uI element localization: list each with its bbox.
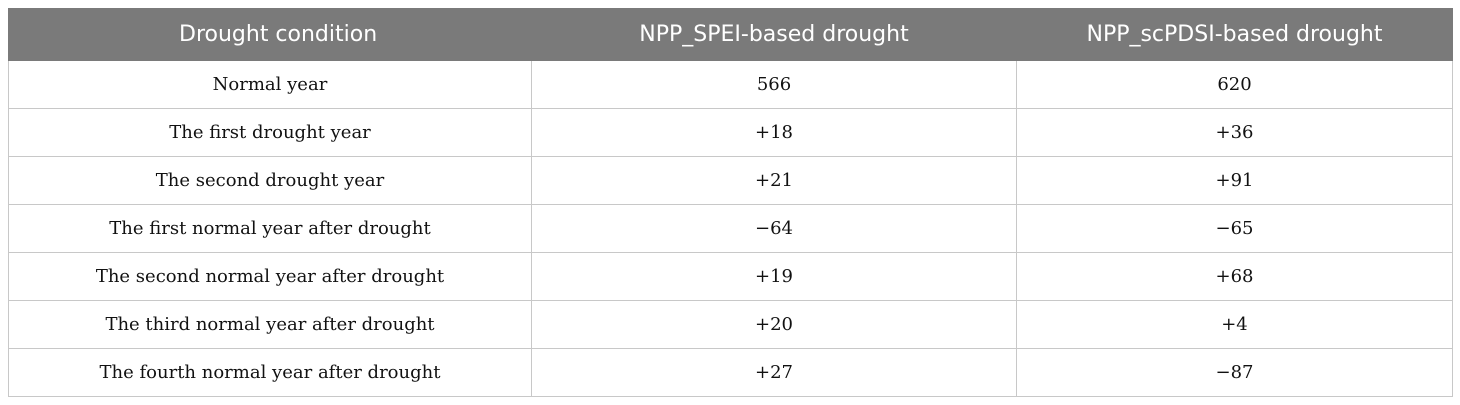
table-header: Drought condition NPP_SPEI-based drought… — [8, 8, 1453, 61]
table-row: The third normal year after drought +20 … — [8, 300, 1453, 349]
cell-spei: 566 — [531, 60, 1017, 109]
table-row: Normal year 566 620 — [8, 60, 1453, 109]
header-drought-condition: Drought condition — [8, 8, 532, 61]
cell-scpdsi: +4 — [1016, 300, 1453, 349]
data-table-container: Drought condition NPP_SPEI-based drought… — [8, 8, 1453, 397]
cell-condition: The third normal year after drought — [8, 300, 532, 349]
header-npp-scpdsi: NPP_scPDSI-based drought — [1016, 8, 1453, 61]
table-body: Normal year 566 620 The first drought ye… — [8, 60, 1453, 397]
cell-condition: The fourth normal year after drought — [8, 348, 532, 397]
header-npp-spei: NPP_SPEI-based drought — [531, 8, 1017, 61]
cell-condition: The first normal year after drought — [8, 204, 532, 253]
cell-scpdsi: 620 — [1016, 60, 1453, 109]
cell-spei: +19 — [531, 252, 1017, 301]
table-row: The first normal year after drought −64 … — [8, 204, 1453, 253]
cell-condition: The first drought year — [8, 108, 532, 157]
cell-spei: +27 — [531, 348, 1017, 397]
cell-spei: +20 — [531, 300, 1017, 349]
cell-condition: The second normal year after drought — [8, 252, 532, 301]
cell-scpdsi: −87 — [1016, 348, 1453, 397]
cell-spei: +21 — [531, 156, 1017, 205]
table-row: The second drought year +21 +91 — [8, 156, 1453, 205]
cell-scpdsi: +91 — [1016, 156, 1453, 205]
drought-npp-table: Drought condition NPP_SPEI-based drought… — [8, 8, 1453, 397]
cell-condition: The second drought year — [8, 156, 532, 205]
cell-scpdsi: +36 — [1016, 108, 1453, 157]
table-row: The fourth normal year after drought +27… — [8, 348, 1453, 397]
table-row: The first drought year +18 +36 — [8, 108, 1453, 157]
table-row: The second normal year after drought +19… — [8, 252, 1453, 301]
cell-scpdsi: +68 — [1016, 252, 1453, 301]
header-row: Drought condition NPP_SPEI-based drought… — [8, 8, 1453, 61]
cell-spei: −64 — [531, 204, 1017, 253]
cell-condition: Normal year — [8, 60, 532, 109]
cell-scpdsi: −65 — [1016, 204, 1453, 253]
cell-spei: +18 — [531, 108, 1017, 157]
